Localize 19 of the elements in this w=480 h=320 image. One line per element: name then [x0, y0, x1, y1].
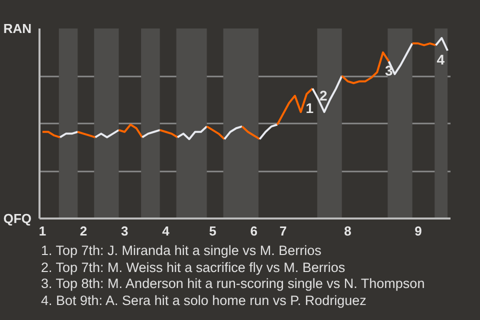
annotation: 2	[320, 88, 328, 104]
text: 3. Top 8th: M. Anderson hit a run-scoring single vs N. Thompson	[41, 276, 425, 291]
x-tick-label: 8	[344, 224, 352, 238]
text: 2. Top 7th: M. Weiss hit a sacrifice fly vs M. Berrios	[41, 260, 346, 274]
x-tick-label: 2	[80, 224, 88, 238]
text: 1. Top 7th: J. Miranda hit a single vs M. Berrios	[41, 243, 322, 258]
x-tick-label: 6	[250, 224, 258, 238]
annotation: 3	[384, 62, 393, 78]
x-tick-label: 5	[209, 224, 216, 238]
x-tick-label: 3	[121, 224, 128, 238]
annotation: 1	[306, 100, 314, 116]
x-tick-label: 4	[162, 224, 170, 238]
annotation: 4	[436, 52, 445, 68]
text: RAN	[3, 21, 32, 36]
x-tick-label: 7	[280, 224, 287, 238]
text: QFQ	[3, 211, 32, 226]
x-tick-label: 9	[414, 224, 422, 238]
x-tick-label: 1	[38, 224, 46, 238]
text: 4. Bot 9th: A. Sera hit a solo home run vs P. Rodriguez	[41, 292, 366, 308]
